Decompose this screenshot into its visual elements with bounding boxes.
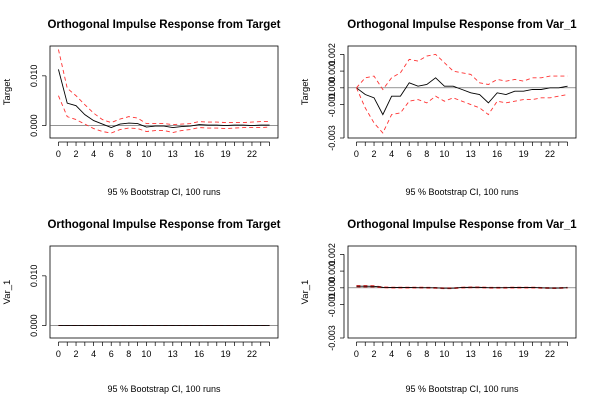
y-tick-label: 0.000 — [327, 277, 337, 300]
y-tick-label: 0.002 — [327, 243, 337, 266]
y-axis-label: Var_1 — [2, 280, 13, 305]
x-tick-label: 2 — [74, 149, 79, 159]
x-tick-label: 10 — [439, 149, 449, 159]
x-tick-label: 16 — [492, 349, 502, 359]
x-tick-label: 16 — [194, 349, 204, 359]
x-tick-label: 4 — [91, 349, 96, 359]
x-tick-label: 4 — [389, 149, 394, 159]
y-tick-label: -0.003 — [327, 125, 337, 151]
x-tick-label: 13 — [466, 349, 476, 359]
x-tick-label: 22 — [247, 149, 257, 159]
y-tick-label: 0.000 — [29, 314, 39, 337]
x-tick-label: 0 — [354, 349, 359, 359]
x-tick-label: 8 — [126, 349, 131, 359]
x-tick-label: 0 — [56, 349, 61, 359]
series-irf-line — [58, 69, 270, 129]
x-tick-label: 6 — [109, 349, 114, 359]
x-tick-label: 19 — [519, 349, 529, 359]
y-axis-label: Target — [300, 78, 311, 105]
y-axis-label: Target — [2, 78, 13, 105]
x-tick-label: 6 — [109, 149, 114, 159]
x-tick-label: 16 — [492, 149, 502, 159]
x-tick-label: 19 — [221, 149, 231, 159]
plot-frame — [347, 245, 577, 339]
x-tick-label: 0 — [354, 149, 359, 159]
x-tick-label: 22 — [247, 349, 257, 359]
x-tick-label: 13 — [168, 349, 178, 359]
x-tick-label: 6 — [407, 349, 412, 359]
y-tick-label: 0.000 — [29, 114, 39, 137]
x-tick-label: 8 — [126, 149, 131, 159]
series-lower-line — [58, 95, 270, 134]
y-axis-label: Var_1 — [300, 280, 311, 305]
plot-frame — [347, 45, 577, 139]
x-tick-label: 4 — [389, 349, 394, 359]
x-tick-label: 10 — [439, 349, 449, 359]
x-tick-label: 2 — [372, 349, 377, 359]
x-tick-label: 13 — [466, 149, 476, 159]
x-tick-label: 13 — [168, 149, 178, 159]
series-upper-line — [58, 49, 270, 126]
x-tick-label: 8 — [424, 349, 429, 359]
x-tick-label: 10 — [141, 349, 151, 359]
x-tick-label: 4 — [91, 149, 96, 159]
x-tick-label: 2 — [74, 349, 79, 359]
panel-4: Orthogonal Impulse Response from Var_1 0 2… — [300, 219, 577, 394]
x-tick-label: 10 — [141, 149, 151, 159]
x-axis-label: 95 % Bootstrap CI, 100 runs — [405, 384, 519, 394]
chart-title: Orthogonal Impulse Response from Target — [47, 219, 280, 231]
series-irf-line — [356, 285, 568, 289]
y-tick-label: 0.000 — [327, 77, 337, 100]
y-tick-label: -0.001 — [327, 92, 337, 118]
x-tick-label: 16 — [194, 149, 204, 159]
x-axis-label: 95 % Bootstrap CI, 100 runs — [107, 384, 221, 394]
series-irf-line — [356, 77, 568, 116]
x-tick-label: 2 — [372, 149, 377, 159]
x-axis-label: 95 % Bootstrap CI, 100 runs — [107, 187, 221, 197]
y-tick-label: -0.001 — [327, 292, 337, 318]
y-tick-label: 0.001 — [327, 260, 337, 283]
y-tick-label: 0.002 — [327, 43, 337, 66]
x-tick-label: 8 — [424, 149, 429, 159]
panel-2: Orthogonal Impulse Response from Var_1 0 2… — [300, 19, 577, 197]
chart-title: Orthogonal Impulse Response from Var_1 — [347, 219, 577, 231]
y-tick-label: 0.010 — [29, 265, 39, 288]
series-upper-line — [356, 53, 568, 91]
panel-3: Orthogonal Impulse Response from Target 0… — [2, 219, 281, 394]
y-tick-label: 0.001 — [327, 60, 337, 83]
plot-frame — [49, 45, 279, 139]
series-lower-line — [356, 286, 568, 290]
y-tick-label: 0.010 — [29, 65, 39, 88]
x-tick-label: 19 — [221, 349, 231, 359]
x-tick-label: 6 — [407, 149, 412, 159]
x-tick-label: 0 — [56, 149, 61, 159]
panel-1: Orthogonal Impulse Response from Target 0… — [2, 19, 281, 197]
x-tick-label: 22 — [545, 149, 555, 159]
x-tick-label: 19 — [519, 149, 529, 159]
chart-title: Orthogonal Impulse Response from Var_1 — [347, 19, 577, 31]
series-lower-line — [356, 87, 568, 134]
x-axis-label: 95 % Bootstrap CI, 100 runs — [405, 187, 519, 197]
chart-title: Orthogonal Impulse Response from Target — [47, 19, 280, 31]
x-tick-label: 22 — [545, 349, 555, 359]
plot-frame — [49, 245, 279, 339]
y-tick-label: -0.003 — [327, 325, 337, 351]
